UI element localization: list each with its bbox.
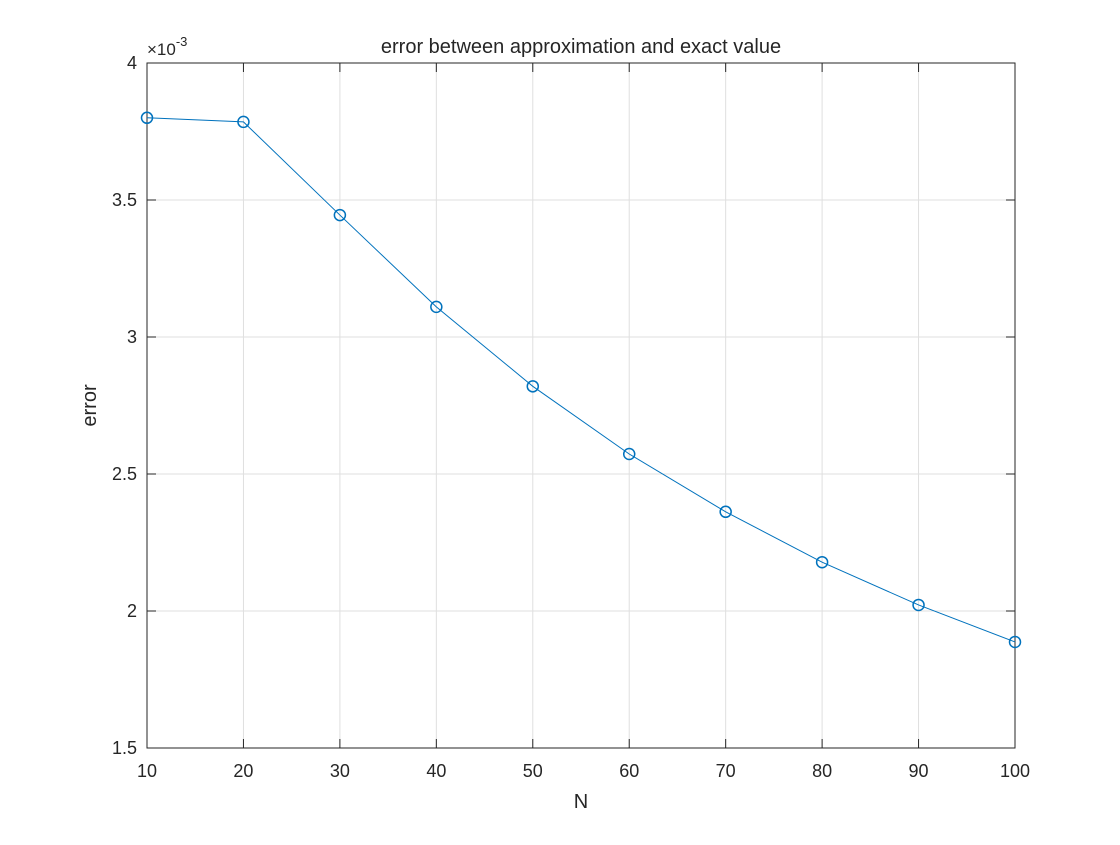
x-tick-label: 90 — [909, 761, 929, 781]
grid-layer — [147, 63, 1015, 748]
data-point — [622, 447, 636, 461]
y-tick-label: 2 — [127, 601, 137, 621]
chart-title: error between approximation and exact va… — [381, 36, 781, 58]
axes-box — [146, 62, 1016, 749]
x-tick-label: 80 — [812, 761, 832, 781]
series-line — [146, 117, 1016, 643]
data-point — [333, 208, 347, 222]
data-point — [719, 505, 732, 519]
data-point — [237, 115, 250, 129]
x-tick-label: 60 — [619, 761, 639, 781]
x-tick-label: 40 — [426, 761, 446, 781]
x-tick-label: 30 — [330, 761, 350, 781]
data-point — [912, 598, 925, 612]
x-tick-label: 10 — [137, 761, 157, 781]
exponent-power: -3 — [176, 34, 188, 49]
y-axis-label: error — [79, 384, 101, 427]
series-layer — [140, 111, 1022, 649]
y-tick-label: 3.5 — [112, 190, 137, 210]
x-tick-label: 70 — [716, 761, 736, 781]
data-point — [526, 380, 540, 393]
x-axis-label: N — [574, 791, 588, 813]
data-point — [815, 555, 829, 569]
x-tick-label: 20 — [233, 761, 253, 781]
x-tick-label: 50 — [523, 761, 543, 781]
y-tick-label: 3 — [127, 327, 137, 347]
data-point — [140, 111, 154, 125]
y-axis-exponent: ×10-3 — [147, 34, 187, 59]
ticks-layer: 10 20 30 40 50 60 70 80 90 100 1.5 2 2.5 3 3.5 4 — [112, 53, 1030, 781]
data-point — [430, 300, 443, 314]
y-tick-label: 4 — [127, 53, 137, 73]
exponent-base: ×10 — [147, 40, 176, 59]
y-tick-label: 1.5 — [112, 738, 137, 758]
y-tick-label: 2.5 — [112, 464, 137, 484]
x-tick-label: 100 — [1000, 761, 1030, 781]
data-point — [1008, 635, 1022, 649]
